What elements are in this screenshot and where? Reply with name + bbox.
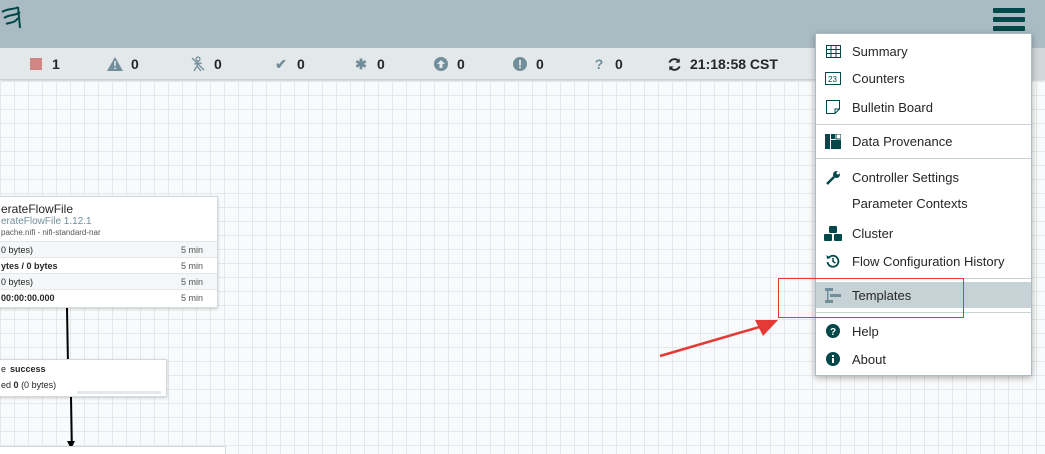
disabled-count: 0 [190, 48, 222, 80]
cubes-icon [824, 225, 842, 241]
up-to-date-count: ✔ 0 [273, 48, 305, 80]
nifi-logo-icon[interactable] [0, 4, 26, 38]
history-icon [824, 253, 842, 269]
menu-item-about[interactable]: About [816, 346, 1031, 372]
connection-name: e success [1, 364, 46, 374]
processor-destination[interactable] [0, 446, 226, 454]
processor-generateflowfile[interactable]: erateFlowFile erateFlowFile 1.12.1 pache… [0, 196, 218, 308]
exclamation-circle-icon [512, 56, 528, 72]
menu-item-summary[interactable]: Summary [816, 38, 1031, 64]
disabled-icon [190, 56, 206, 72]
menu-item-cluster[interactable]: Cluster [816, 220, 1031, 246]
menu-item-parameter-contexts[interactable]: Parameter Contexts [816, 190, 1031, 216]
hamburger-icon[interactable] [993, 8, 1025, 34]
asterisk-icon: ✱ [355, 55, 367, 72]
refresh-status[interactable]: 21:18:58 CST [666, 48, 778, 80]
annotation-arrow-icon [659, 320, 778, 358]
global-menu: Summary 23 Counters Bulletin Board Data … [815, 33, 1032, 376]
processor-stat-row: ytes / 0 bytes 5 min [0, 257, 217, 273]
sticky-note-icon [824, 99, 842, 115]
counter-icon: 23 [824, 70, 842, 86]
connection-arrowhead [67, 441, 75, 449]
provenance-icon [824, 133, 842, 149]
menu-separator [816, 124, 1031, 125]
processor-stat-row: 00:00:00.000 5 min [0, 289, 217, 305]
svg-text:23: 23 [828, 75, 837, 84]
processor-bundle: pache.nifi - nifi-standard-nar [1, 228, 101, 237]
menu-separator [816, 158, 1031, 159]
connection-queued: ed 0 (0 bytes) [1, 380, 57, 390]
svg-text:?: ? [830, 327, 836, 338]
connection-label[interactable]: e success ed 0 (0 bytes) [0, 359, 167, 397]
menu-separator [816, 312, 1031, 313]
locally-modified-count: ✱ 0 [353, 48, 385, 80]
sync-failure-count: 0 [512, 48, 544, 80]
menu-item-help[interactable]: ? Help [816, 318, 1031, 344]
menu-item-flow-configuration-history[interactable]: Flow Configuration History [816, 248, 1031, 274]
queue-progress-bar [77, 391, 161, 394]
processor-name: erateFlowFile [1, 202, 74, 216]
arrow-up-circle-icon [433, 56, 449, 72]
invalid-count: 0 [107, 48, 139, 80]
stop-icon [28, 56, 44, 72]
menu-item-counters[interactable]: 23 Counters [816, 65, 1031, 91]
warning-icon [107, 56, 123, 72]
menu-item-data-provenance[interactable]: Data Provenance [816, 128, 1031, 154]
check-icon: ✔ [275, 55, 287, 72]
question-icon: ? [594, 56, 604, 72]
question-icon: ? [824, 323, 842, 339]
template-icon [824, 287, 842, 303]
unknown-count: ? 0 [591, 48, 623, 80]
menu-item-templates[interactable]: Templates [816, 282, 1031, 308]
wrench-icon [824, 169, 842, 185]
stale-count: 0 [433, 48, 465, 80]
annotation-highlight-box [778, 278, 964, 318]
info-icon [824, 351, 842, 367]
parameter-contexts-icon [824, 195, 842, 211]
menu-item-controller-settings[interactable]: Controller Settings [816, 164, 1031, 190]
table-icon [824, 43, 842, 59]
refresh-icon[interactable] [666, 56, 682, 72]
processor-type: erateFlowFile 1.12.1 [1, 216, 92, 227]
last-refreshed-time: 21:18:58 CST [690, 56, 778, 72]
stopped-count: 1 [28, 48, 60, 80]
processor-stat-row: 0 bytes) 5 min [0, 241, 217, 257]
menu-item-bulletin-board[interactable]: Bulletin Board [816, 94, 1031, 120]
processor-stat-row: 0 bytes) 5 min [0, 273, 217, 289]
